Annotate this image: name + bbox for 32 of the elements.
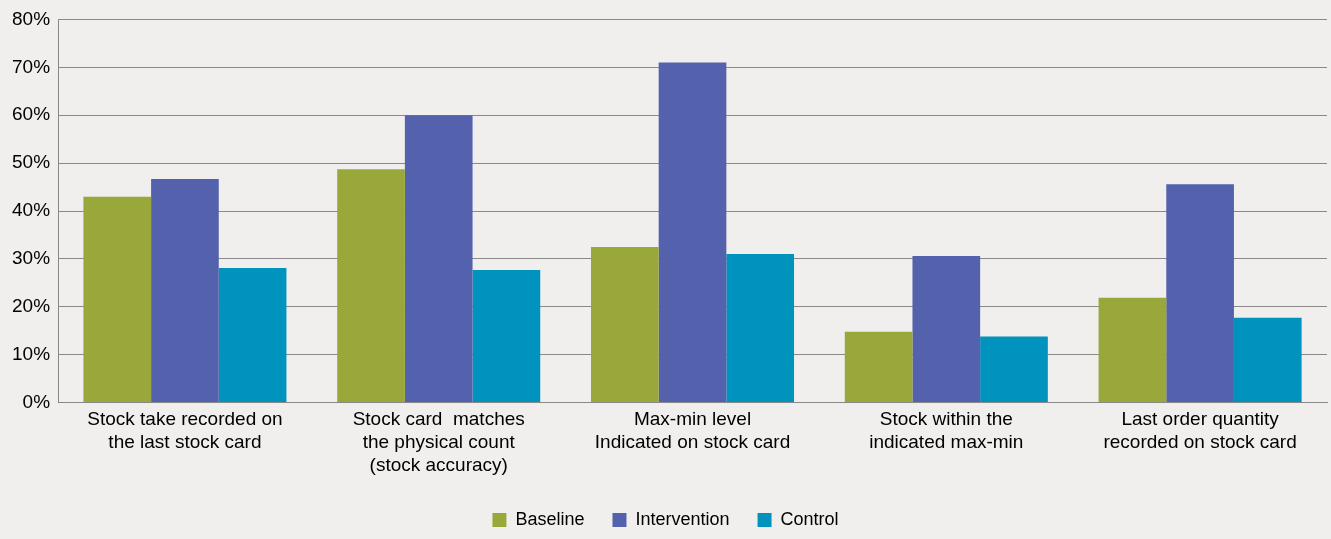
bar [83, 196, 152, 403]
legend-label: Control [780, 508, 839, 529]
y-tick-label: 0% [22, 390, 51, 412]
x-tick-label: Stock card matches the physical count (stock accuracy) [352, 408, 525, 475]
bar [1233, 317, 1302, 403]
bar [1098, 297, 1167, 403]
legend-label: Baseline [515, 508, 585, 529]
bar [151, 178, 219, 403]
bar [844, 331, 913, 403]
bar [218, 268, 287, 403]
y-tick-label: 30% [12, 247, 51, 269]
y-tick-label: 40% [12, 199, 51, 221]
bar [337, 169, 405, 403]
x-tick-label: Stock take recorded on the last stock card [87, 408, 283, 453]
bar [726, 254, 795, 403]
bar [912, 256, 981, 403]
bar [1166, 184, 1234, 403]
y-tick-label: 50% [12, 151, 51, 173]
x-tick-label: Max-min level Indicated on stock card [594, 408, 791, 453]
y-tick-label: 10% [12, 342, 51, 364]
legend-label: Intervention [635, 508, 730, 529]
x-tick-label: Stock within the indicated max-min [869, 408, 1024, 453]
y-tick-label: 80% [12, 7, 51, 29]
x-tick-label: Last order quantity recorded on stock card [1103, 408, 1297, 453]
bar [591, 246, 659, 403]
bar [658, 62, 727, 403]
bar [980, 336, 1048, 403]
y-tick-label: 70% [12, 55, 51, 77]
bar [472, 269, 541, 403]
bar [404, 115, 473, 403]
y-tick-label: 60% [12, 103, 51, 125]
y-tick-label: 20% [12, 295, 51, 317]
